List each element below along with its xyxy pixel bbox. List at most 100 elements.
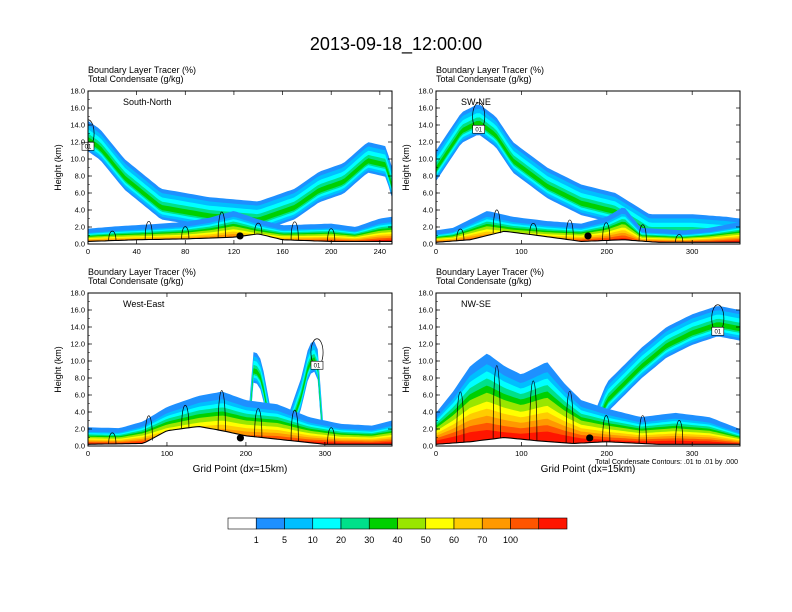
y-tick-label: 14.0 [70, 121, 85, 130]
colorbar-label: 60 [449, 535, 459, 545]
y-tick-label: 0.0 [75, 442, 85, 451]
panel-label: South-North [123, 97, 172, 107]
colorbar-swatch [227, 517, 257, 530]
terrain-outline [436, 230, 740, 243]
contour-line [602, 415, 611, 442]
contour-line [638, 224, 647, 242]
colorbar-label: 50 [421, 535, 431, 545]
colorbar-swatch [397, 517, 427, 530]
panel-label: West-East [123, 299, 165, 309]
contour-line [327, 228, 336, 242]
colorbar-label: 5 [282, 535, 287, 545]
y-tick-label: 6.0 [423, 189, 433, 198]
y-tick-label: 4.0 [75, 206, 85, 215]
contour-line [254, 222, 263, 234]
colorbar-label: 1 [254, 535, 259, 545]
upper-cloud-band [584, 318, 740, 446]
contour-line [217, 390, 226, 431]
x-tick-label: 200 [601, 449, 614, 458]
x-tick-label: 100 [515, 247, 528, 256]
panel-3: 01 0.0 2.0 4.0 6.0 8.0 10.0 12.0 14.0 16.0 18.0 0 10… [53, 267, 393, 475]
colorbar-label: 10 [308, 535, 318, 545]
panel-label: SW-NE [461, 97, 491, 107]
y-tick-label: 12.0 [418, 138, 433, 147]
x-tick-label: 200 [601, 247, 614, 256]
y-tick-label: 6.0 [75, 391, 85, 400]
x-tick-label: 200 [240, 449, 253, 458]
tracer-field [436, 293, 740, 446]
location-marker [584, 232, 592, 240]
colorbar-swatch [453, 517, 483, 530]
x-tick-label: 0 [434, 449, 438, 458]
field-label-condensate: Total Condensate (g/kg) [88, 74, 184, 84]
y-tick-label: 0.0 [75, 240, 85, 249]
contour-line [565, 391, 574, 444]
upper-cloud-band [584, 306, 740, 446]
colorbar-swatch [284, 517, 314, 530]
x-tick-label: 120 [228, 247, 241, 256]
panel-4: 01 0.0 2.0 4.0 6.0 8.0 10.0 12.0 14.0 16.0 18.0 0 10… [401, 267, 741, 475]
contour-line [217, 211, 226, 238]
x-tick-label: 240 [374, 247, 387, 256]
y-tick-label: 12.0 [70, 138, 85, 147]
y-tick-label: 8.0 [75, 374, 85, 383]
colorbar-swatch [340, 517, 370, 530]
contour-footnote: Total Condensate Contours: .01 to .01 by… [595, 459, 738, 466]
field-label-condensate: Total Condensate (g/kg) [436, 74, 532, 84]
contour-line [456, 228, 465, 241]
colorbar-swatch [312, 517, 342, 530]
contour-line [638, 415, 647, 444]
colorbar-label: 100 [503, 535, 518, 545]
y-tick-label: 14.0 [418, 323, 433, 332]
x-tick-label: 0 [86, 247, 90, 256]
y-tick-label: 6.0 [75, 189, 85, 198]
figure-title: 2013-09-18_12:00:00 [310, 34, 482, 55]
contour-line [181, 226, 190, 239]
y-axis-label: Height (km) [53, 144, 63, 191]
location-marker [586, 434, 594, 442]
location-marker [236, 434, 244, 442]
upper-cloud-band [246, 357, 325, 446]
x-tick-label: 200 [325, 247, 338, 256]
contour-line [456, 391, 465, 443]
colorbar: 1 5 10 20 30 40 50 60 70 100 [227, 517, 568, 545]
colorbar-swatch [255, 517, 285, 530]
colorbar-swatch [368, 517, 398, 530]
contour-line [492, 365, 501, 439]
x-tick-label: 160 [276, 247, 289, 256]
contour-line [565, 219, 574, 240]
x-tick-label: 300 [319, 449, 332, 458]
y-tick-label: 10.0 [418, 155, 433, 164]
contour-line [144, 415, 153, 441]
colorbar-swatch [510, 517, 540, 530]
contour-line [290, 221, 299, 241]
panel-label: NW-SE [461, 299, 491, 309]
y-tick-label: 4.0 [423, 206, 433, 215]
tracer-field [88, 293, 392, 446]
contour-line [327, 427, 336, 445]
x-tick-label: 40 [132, 247, 140, 256]
y-tick-label: 14.0 [70, 323, 85, 332]
y-tick-label: 8.0 [75, 172, 85, 181]
panels: 0 10.0 2.0 4.0 6.0 8.0 10.0 12.0 14.0 16.0 18.0 0 40… [53, 65, 741, 475]
y-tick-label: 12.0 [418, 340, 433, 349]
contour-line [492, 209, 501, 234]
y-tick-label: 14.0 [418, 121, 433, 130]
panel-2: 01 0.0 2.0 4.0 6.0 8.0 10.0 12.0 14.0 16.0 18.0 0 10… [401, 65, 741, 256]
y-tick-label: 2.0 [75, 223, 85, 232]
y-tick-label: 10.0 [418, 357, 433, 366]
y-tick-label: 18.0 [70, 289, 85, 298]
y-tick-label: 18.0 [418, 87, 433, 96]
y-tick-label: 16.0 [418, 104, 433, 113]
colorbar-label: 70 [477, 535, 487, 545]
terrain [436, 437, 740, 446]
field-label-condensate: Total Condensate (g/kg) [88, 276, 184, 286]
condensate-contours [88, 119, 336, 242]
contour-label-box [472, 124, 485, 134]
y-tick-label: 8.0 [423, 172, 433, 181]
y-tick-label: 4.0 [75, 408, 85, 417]
x-tick-label: 100 [161, 449, 174, 458]
field-label-tracer: Boundary Layer Tracer (%) [88, 267, 196, 277]
y-tick-label: 10.0 [70, 357, 85, 366]
upper-cloud-band [246, 349, 325, 446]
